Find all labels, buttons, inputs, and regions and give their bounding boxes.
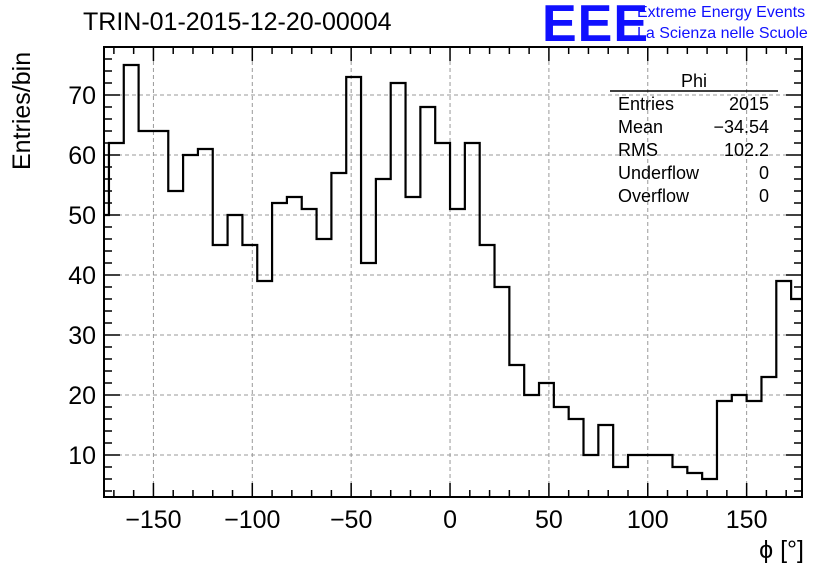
stats-row-label: RMS bbox=[618, 140, 658, 160]
stats-row-value: 2015 bbox=[729, 94, 769, 114]
stats-row-label: Underflow bbox=[618, 163, 700, 183]
x-tick-label: −100 bbox=[224, 506, 280, 534]
y-tick-label: 30 bbox=[68, 322, 96, 350]
y-tick-label: 50 bbox=[68, 202, 96, 230]
x-tick-label: 0 bbox=[443, 506, 457, 534]
axis-ticks bbox=[104, 47, 802, 497]
stats-row-label: Mean bbox=[618, 117, 663, 137]
stats-row-label: Overflow bbox=[618, 186, 690, 206]
eee-logo: EEE bbox=[542, 0, 650, 53]
x-tick-label: −150 bbox=[125, 506, 181, 534]
stats-row-value: 102.2 bbox=[724, 140, 769, 160]
plot-frame bbox=[103, 46, 803, 498]
tick-labels: −150 −100 −50 0 50 100 150 10 20 30 40 50 60 70 bbox=[68, 82, 767, 534]
y-tick-label: 40 bbox=[68, 262, 96, 290]
stats-row-value: 0 bbox=[759, 163, 769, 183]
y-tick-label: 20 bbox=[68, 382, 96, 410]
logo-line-2: La Scienza nelle Scuole bbox=[637, 25, 808, 42]
x-tick-label: 150 bbox=[726, 506, 768, 534]
x-tick-label: −50 bbox=[330, 506, 372, 534]
run-title: TRIN-01-2015-12-20-00004 bbox=[83, 8, 392, 36]
y-tick-label: 10 bbox=[68, 442, 96, 470]
stats-title: Phi bbox=[681, 71, 707, 91]
logo-line-1: Extreme Energy Events bbox=[637, 4, 806, 21]
x-tick-label: 100 bbox=[627, 506, 669, 534]
y-tick-label: 60 bbox=[68, 142, 96, 170]
y-tick-label: 70 bbox=[68, 82, 96, 110]
x-axis-label: ϕ [°] bbox=[759, 536, 804, 564]
y-axis-label: Entries/bin bbox=[8, 51, 36, 170]
x-tick-label: 50 bbox=[535, 506, 563, 534]
stats-row-value: −34.54 bbox=[713, 117, 769, 137]
stats-box: Phi Entries 2015 Mean −34.54 RMS 102.2 Underfl… bbox=[610, 71, 778, 206]
stats-row-label: Entries bbox=[618, 94, 674, 114]
stats-row-value: 0 bbox=[759, 186, 769, 206]
histogram-series-phi bbox=[104, 63, 802, 481]
grid-lines bbox=[104, 47, 802, 497]
